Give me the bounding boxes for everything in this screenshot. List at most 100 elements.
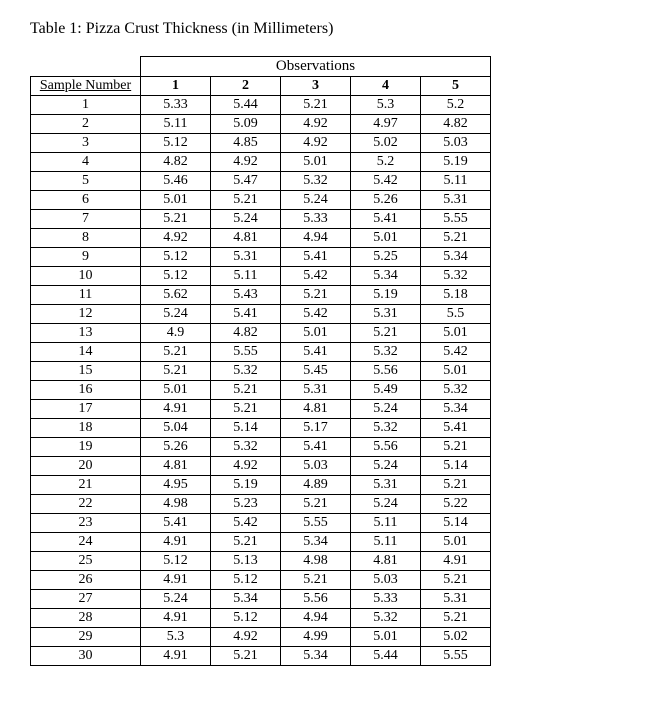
value-cell: 5.01	[421, 533, 491, 552]
value-cell: 5.45	[281, 362, 351, 381]
sample-number-cell: 22	[31, 495, 141, 514]
value-cell: 5.21	[281, 286, 351, 305]
table-row: 35.124.854.925.025.03	[31, 134, 491, 153]
value-cell: 5.46	[141, 172, 211, 191]
table-row: 105.125.115.425.345.32	[31, 267, 491, 286]
value-cell: 5.62	[141, 286, 211, 305]
value-cell: 5.2	[421, 96, 491, 115]
value-cell: 5.32	[351, 419, 421, 438]
value-cell: 5.31	[211, 248, 281, 267]
value-cell: 5.32	[351, 609, 421, 628]
value-cell: 5.41	[281, 248, 351, 267]
sample-number-cell: 30	[31, 647, 141, 666]
sample-number-cell: 13	[31, 324, 141, 343]
value-cell: 5.03	[351, 571, 421, 590]
value-cell: 5.3	[141, 628, 211, 647]
value-cell: 5.17	[281, 419, 351, 438]
value-cell: 5.56	[281, 590, 351, 609]
header-row-1: Observations	[31, 57, 491, 77]
value-cell: 5.02	[351, 134, 421, 153]
table-row: 155.215.325.455.565.01	[31, 362, 491, 381]
value-cell: 5.31	[351, 305, 421, 324]
value-cell: 5.14	[421, 457, 491, 476]
value-cell: 5.11	[211, 267, 281, 286]
value-cell: 4.82	[211, 324, 281, 343]
value-cell: 5.03	[281, 457, 351, 476]
value-cell: 5.33	[351, 590, 421, 609]
sample-number-cell: 26	[31, 571, 141, 590]
value-cell: 4.91	[141, 571, 211, 590]
value-cell: 5.32	[421, 381, 491, 400]
table-row: 284.915.124.945.325.21	[31, 609, 491, 628]
value-cell: 5.32	[421, 267, 491, 286]
sample-number-cell: 8	[31, 229, 141, 248]
table-row: 145.215.555.415.325.42	[31, 343, 491, 362]
value-cell: 5.01	[281, 324, 351, 343]
value-cell: 4.92	[141, 229, 211, 248]
sample-number-cell: 20	[31, 457, 141, 476]
table-row: 295.34.924.995.015.02	[31, 628, 491, 647]
value-cell: 4.91	[421, 552, 491, 571]
value-cell: 5.19	[421, 153, 491, 172]
table-row: 235.415.425.555.115.14	[31, 514, 491, 533]
sample-number-cell: 16	[31, 381, 141, 400]
sample-number-cell: 7	[31, 210, 141, 229]
value-cell: 5.43	[211, 286, 281, 305]
sample-number-cell: 24	[31, 533, 141, 552]
value-cell: 5.21	[211, 191, 281, 210]
table-title: Table 1: Pizza Crust Thickness (in Milli…	[30, 20, 627, 38]
sample-number-cell: 9	[31, 248, 141, 267]
value-cell: 5.41	[421, 419, 491, 438]
value-cell: 5.01	[351, 229, 421, 248]
value-cell: 5.21	[421, 609, 491, 628]
col-header-4: 4	[351, 77, 421, 96]
value-cell: 5.55	[281, 514, 351, 533]
sample-number-cell: 6	[31, 191, 141, 210]
value-cell: 5.21	[421, 571, 491, 590]
table-row: 185.045.145.175.325.41	[31, 419, 491, 438]
value-cell: 5.02	[421, 628, 491, 647]
value-cell: 4.89	[281, 476, 351, 495]
sample-number-cell: 15	[31, 362, 141, 381]
blank-corner	[31, 57, 141, 77]
value-cell: 5.12	[141, 134, 211, 153]
table-body: 15.335.445.215.35.225.115.094.924.974.82…	[31, 96, 491, 666]
value-cell: 4.92	[211, 457, 281, 476]
value-cell: 5.21	[141, 210, 211, 229]
table-row: 264.915.125.215.035.21	[31, 571, 491, 590]
value-cell: 5.21	[141, 343, 211, 362]
value-cell: 5.01	[421, 362, 491, 381]
observations-header: Observations	[141, 57, 491, 77]
value-cell: 5.03	[421, 134, 491, 153]
table-row: 244.915.215.345.115.01	[31, 533, 491, 552]
col-header-5: 5	[421, 77, 491, 96]
value-cell: 5.21	[211, 533, 281, 552]
sample-number-cell: 3	[31, 134, 141, 153]
value-cell: 4.98	[141, 495, 211, 514]
value-cell: 5.42	[421, 343, 491, 362]
value-cell: 5.34	[351, 267, 421, 286]
sample-number-cell: 21	[31, 476, 141, 495]
sample-number-cell: 29	[31, 628, 141, 647]
value-cell: 5.21	[141, 362, 211, 381]
value-cell: 5.13	[211, 552, 281, 571]
value-cell: 5.56	[351, 438, 421, 457]
value-cell: 5.34	[281, 533, 351, 552]
value-cell: 4.91	[141, 533, 211, 552]
value-cell: 4.92	[211, 628, 281, 647]
value-cell: 5.21	[281, 96, 351, 115]
table-row: 55.465.475.325.425.11	[31, 172, 491, 191]
value-cell: 4.91	[141, 647, 211, 666]
value-cell: 5.24	[141, 590, 211, 609]
table-row: 15.335.445.215.35.2	[31, 96, 491, 115]
value-cell: 5.21	[351, 324, 421, 343]
value-cell: 5.24	[141, 305, 211, 324]
table-row: 84.924.814.945.015.21	[31, 229, 491, 248]
table-row: 125.245.415.425.315.5	[31, 305, 491, 324]
value-cell: 5.21	[211, 647, 281, 666]
value-cell: 4.94	[281, 609, 351, 628]
value-cell: 5.41	[281, 343, 351, 362]
value-cell: 5.14	[421, 514, 491, 533]
value-cell: 5.21	[281, 571, 351, 590]
table-row: 275.245.345.565.335.31	[31, 590, 491, 609]
